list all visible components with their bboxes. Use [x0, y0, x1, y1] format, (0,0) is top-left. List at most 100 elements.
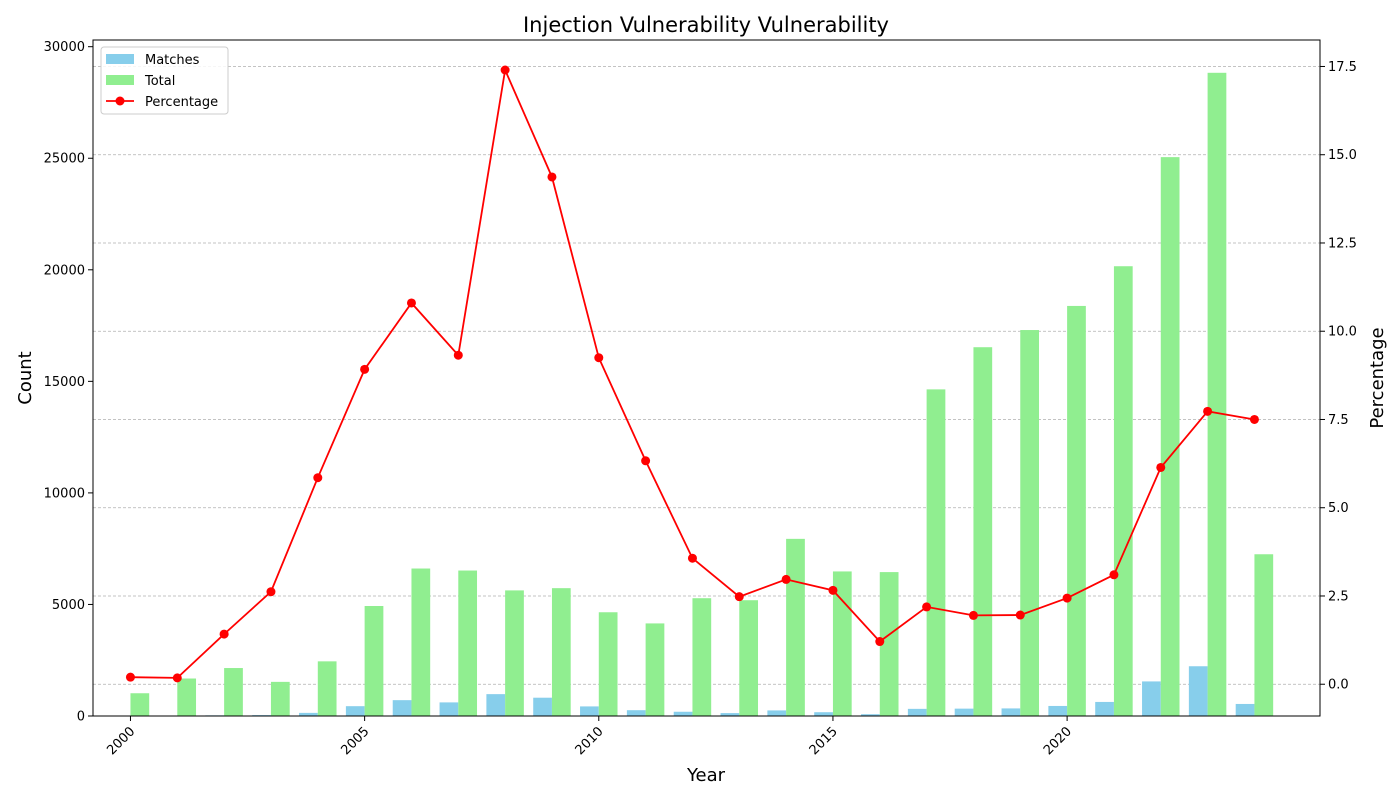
bar-total-2009	[551, 588, 571, 716]
y2-tick-label-0: 0.0	[1328, 678, 1349, 693]
bar-total-2014	[786, 538, 805, 716]
x-axis-label: Year	[686, 765, 726, 786]
x-tick-label-1: 2005	[338, 724, 372, 758]
point-percentage-2011	[641, 456, 651, 466]
point-percentage-2007	[453, 350, 463, 360]
bar-total-2017	[926, 389, 946, 716]
bar-total-2000	[130, 693, 150, 716]
point-percentage-2004	[313, 473, 323, 483]
y-tick-label-2: 10000	[44, 486, 85, 501]
bars-layer	[111, 72, 1274, 717]
bar-total-2013	[739, 600, 759, 716]
bar-matches-2023	[1188, 666, 1208, 716]
series-line-percentage	[130, 66, 1255, 679]
bar-matches-2005	[345, 706, 365, 716]
bar-matches-2019	[1001, 708, 1021, 716]
bar-matches-2013	[720, 713, 740, 716]
y2-tick-label-3: 7.5	[1328, 413, 1349, 428]
y-tick-label-0: 0	[77, 710, 85, 725]
bar-total-2016	[879, 572, 899, 716]
bar-total-2015	[832, 571, 852, 716]
bar-total-2003	[270, 681, 290, 716]
point-percentage-2006	[406, 298, 416, 308]
point-percentage-2014	[781, 574, 791, 584]
bar-matches-2014	[767, 710, 787, 716]
bar-matches-2024	[1235, 703, 1255, 716]
bar-matches-2010	[580, 706, 599, 716]
bar-total-2010	[598, 612, 618, 716]
bar-total-2011	[645, 623, 665, 716]
bar-total-2020	[1067, 305, 1086, 716]
bar-total-2012	[692, 598, 712, 716]
point-percentage-2013	[734, 592, 744, 602]
bar-matches-2022	[1142, 681, 1161, 716]
bar-total-2018	[973, 347, 993, 716]
point-percentage-2008	[500, 65, 510, 75]
y2-tick-label-2: 5.0	[1328, 501, 1349, 516]
point-percentage-2009	[547, 172, 557, 182]
x-tick-label-3: 2015	[807, 724, 841, 758]
y-tick-label-3: 15000	[44, 375, 85, 390]
bar-total-2022	[1160, 157, 1180, 716]
legend: Matches Total Percentage	[100, 46, 229, 115]
bar-matches-2009	[533, 697, 552, 716]
bar-matches-2007	[439, 702, 459, 716]
x-tick-label-2: 2010	[573, 724, 607, 758]
bar-total-2006	[411, 568, 431, 716]
point-percentage-2005	[360, 364, 370, 374]
point-percentage-2020	[1062, 593, 1072, 603]
point-percentage-2022	[1156, 462, 1166, 472]
bar-total-2001	[177, 678, 197, 716]
y-axis-left: 0 5000 10000 15000 20000 25000 30000	[44, 40, 93, 725]
point-percentage-2002	[219, 629, 229, 639]
bar-total-2008	[505, 590, 524, 716]
bar-matches-2020	[1048, 705, 1068, 716]
bar-total-2019	[1020, 330, 1040, 716]
bar-total-2007	[458, 570, 478, 716]
legend-label-total: Total	[144, 74, 175, 89]
bar-total-2005	[364, 606, 384, 716]
bar-matches-2012	[673, 711, 693, 716]
grid-layer	[93, 66, 1320, 685]
y-tick-label-1: 5000	[52, 598, 85, 613]
bar-matches-2011	[626, 710, 646, 716]
y-tick-label-4: 20000	[44, 263, 85, 278]
bar-matches-2015	[814, 712, 833, 716]
bar-matches-2004	[299, 712, 318, 716]
y2-tick-label-6: 15.0	[1328, 148, 1357, 163]
y2-tick-label-1: 2.5	[1328, 589, 1349, 604]
point-percentage-2021	[1109, 570, 1119, 580]
bar-matches-2006	[392, 700, 412, 716]
y-axis-right: 0.0 2.5 5.0 7.5 10.0 12.5 15.0 17.5	[1320, 60, 1357, 693]
legend-label-percentage: Percentage	[145, 95, 218, 110]
point-percentage-2001	[172, 673, 182, 683]
point-percentage-2018	[968, 610, 978, 620]
bar-matches-2017	[907, 708, 927, 716]
y2-tick-label-5: 12.5	[1328, 236, 1357, 251]
legend-swatch-matches	[106, 54, 134, 64]
bar-total-2004	[317, 661, 337, 716]
line-layer	[125, 65, 1259, 683]
point-percentage-2017	[922, 602, 932, 612]
plot-frame	[92, 39, 1321, 717]
legend-label-matches: Matches	[145, 53, 200, 68]
legend-swatch-total	[106, 75, 134, 85]
y-tick-label-6: 30000	[44, 40, 85, 55]
point-percentage-2010	[594, 353, 604, 363]
point-percentage-2019	[1015, 610, 1025, 620]
y-tick-label-5: 25000	[44, 152, 85, 167]
point-percentage-2024	[1249, 414, 1259, 424]
chart-title: Injection Vulnerability Vulnerability	[523, 13, 889, 37]
y2-tick-label-4: 10.0	[1328, 325, 1357, 340]
bar-total-2024	[1254, 554, 1274, 716]
bar-total-2023	[1207, 72, 1227, 717]
bar-total-2002	[224, 668, 243, 716]
y-axis-label: Count	[15, 351, 36, 404]
bar-matches-2018	[954, 708, 974, 716]
x-axis: 2000 2005 2010 2015 2020	[104, 716, 1075, 758]
bar-matches-2008	[486, 694, 506, 716]
point-percentage-2015	[828, 585, 838, 595]
point-percentage-2016	[875, 637, 885, 647]
legend-swatch-percentage-marker	[115, 96, 125, 106]
